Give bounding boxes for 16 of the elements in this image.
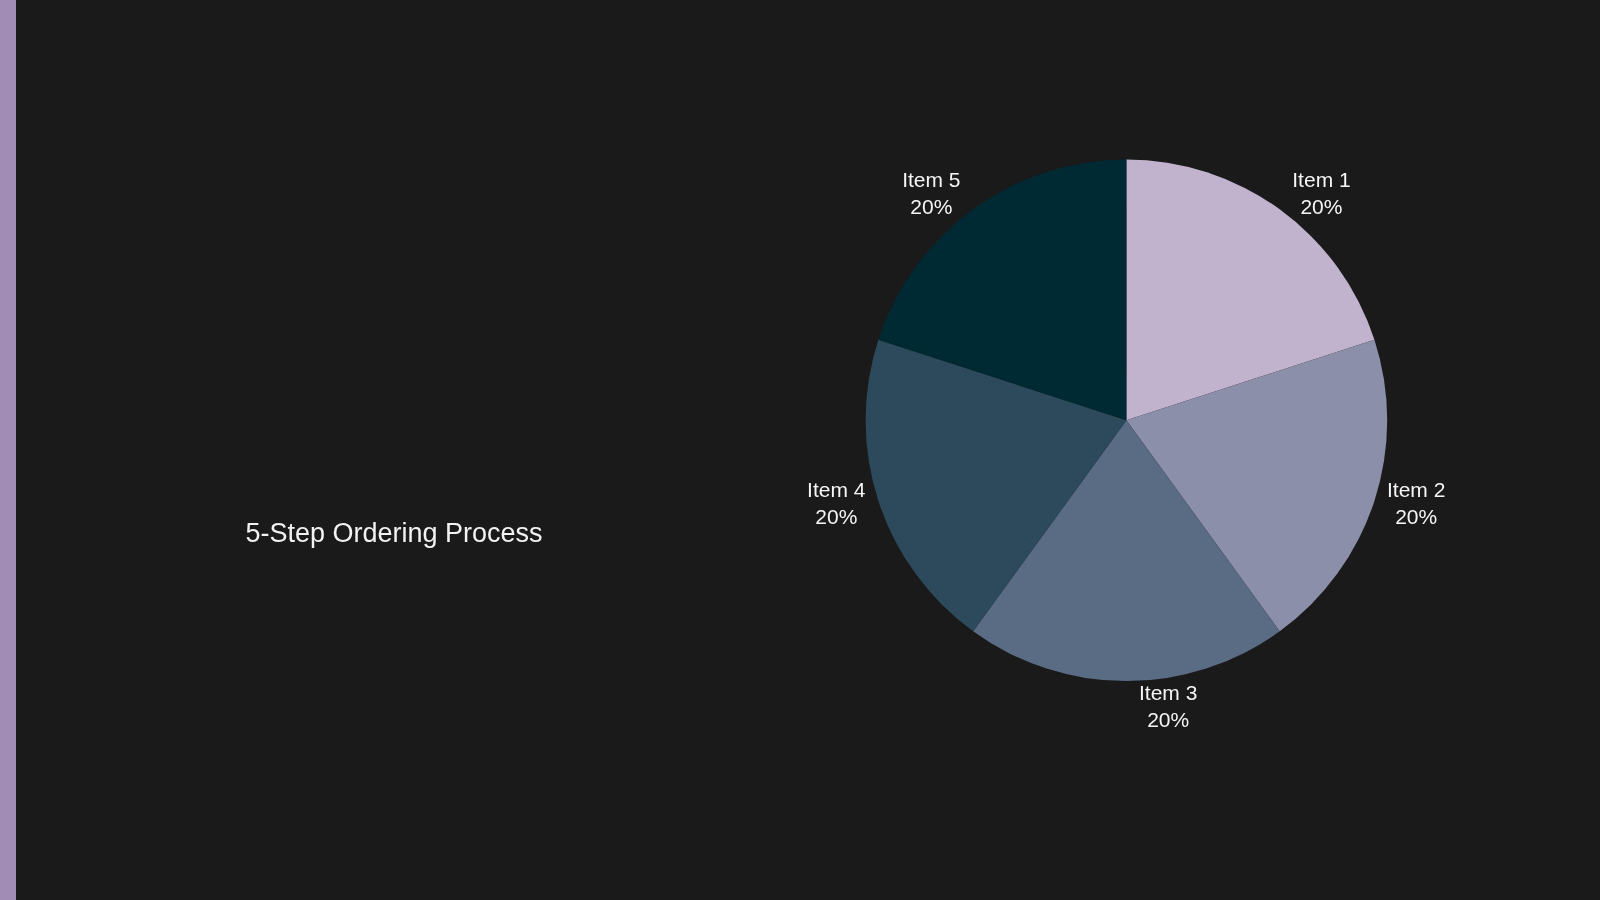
pie-slice	[1126, 339, 1387, 632]
data-label: 20%	[815, 505, 858, 529]
pie-slice	[866, 339, 1127, 632]
slice-label: Item 4	[807, 478, 866, 502]
pie-slice	[973, 420, 1280, 682]
data-label: 20%	[1395, 505, 1438, 529]
slice-label: Item 2	[1387, 478, 1446, 502]
slice-label: Item 5	[902, 167, 961, 191]
data-label: 20%	[910, 195, 953, 218]
pie-slice	[1126, 159, 1375, 421]
data-label: 20%	[1147, 708, 1190, 732]
slice-label: Item 3	[1138, 681, 1198, 705]
slice-label: Item 1	[1292, 167, 1351, 191]
pie-slice	[878, 159, 1127, 421]
text: 5-Step Ordering Process	[244, 518, 544, 549]
data-label: 20%	[1300, 195, 1343, 218]
